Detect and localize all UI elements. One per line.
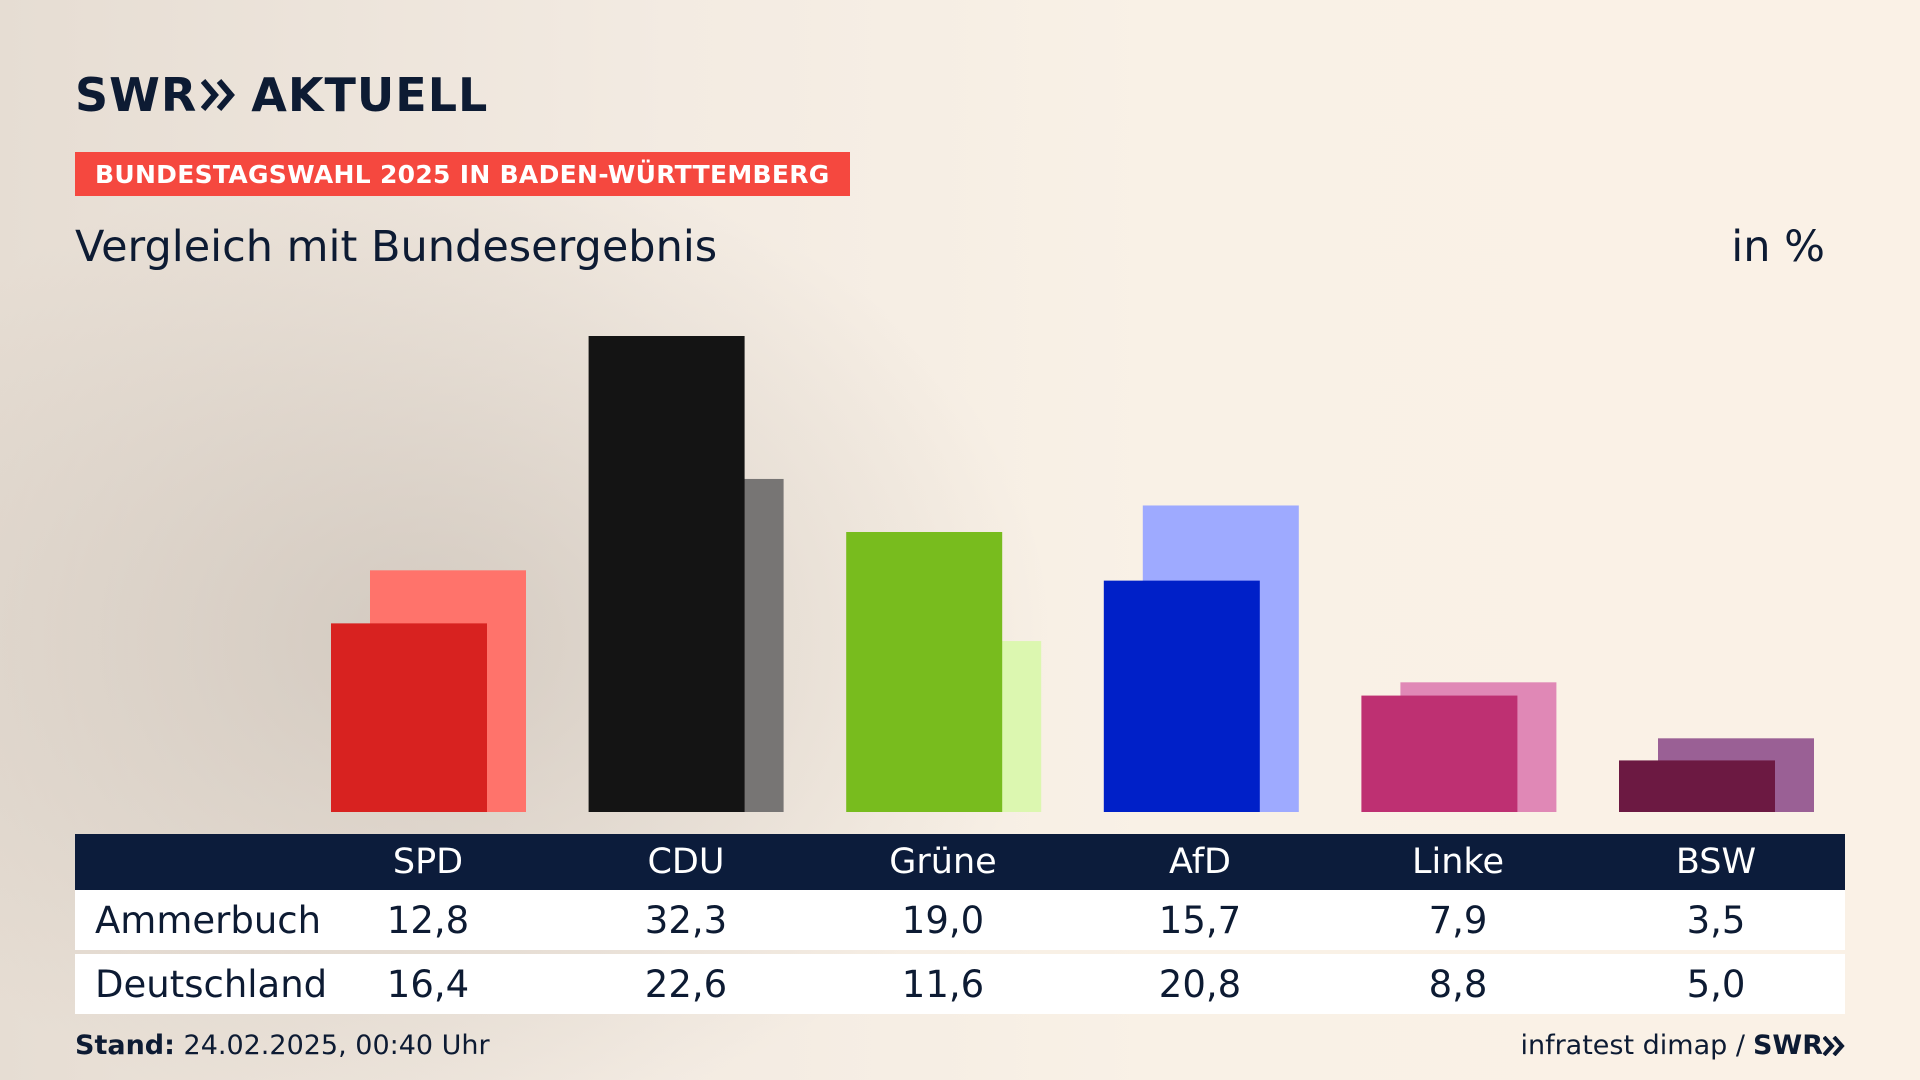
table-cell: 3,5 — [1686, 898, 1746, 942]
table-cell: 16,4 — [386, 962, 470, 1006]
bar-ammerbuch-cdu — [588, 336, 745, 812]
table-cell: 22,6 — [644, 962, 728, 1006]
stand-label: Stand: — [75, 1030, 175, 1061]
source-credit: infratest dimap / SWR — [1520, 1030, 1845, 1061]
bar-ammerbuch-spd — [331, 623, 487, 812]
bar-ammerbuch-linke — [1361, 695, 1518, 812]
table-row-deutschland: Deutschland 16,4 22,6 11,6 20,8 8,8 5,0 — [75, 954, 1845, 1014]
bar-ammerbuch-grne — [846, 532, 1003, 812]
row-label: Ammerbuch — [95, 898, 322, 942]
table-cell: 11,6 — [901, 962, 985, 1006]
stand-value: 24.02.2025, 00:40 Uhr — [183, 1030, 490, 1061]
chart-title: Vergleich mit Bundesergebnis — [75, 222, 718, 272]
table-cell: 5,0 — [1686, 962, 1746, 1006]
table-cell: 20,8 — [1158, 962, 1242, 1006]
double-chevron-icon — [1823, 1035, 1845, 1056]
results-table: SPD CDU Grüne AfD Linke BSW Ammerbuch 12,8 32,… — [75, 834, 1845, 1014]
column-header-linke: Linke — [1412, 842, 1504, 882]
unit-label: in % — [1731, 222, 1825, 272]
swr-footer-logo: SWR — [1753, 1030, 1845, 1061]
source-text: infratest dimap / — [1520, 1030, 1745, 1061]
table-cell: 32,3 — [644, 898, 728, 942]
swr-aktuell-logo: SWR AKTUELL — [75, 68, 488, 122]
column-header-afd: AfD — [1169, 842, 1231, 882]
table-cell: 15,7 — [1158, 898, 1242, 942]
column-header-spd: SPD — [392, 842, 464, 882]
column-header-bsw: BSW — [1675, 842, 1757, 882]
table-row-ammerbuch: Ammerbuch 12,8 32,3 19,0 15,7 7,9 3,5 — [75, 890, 1845, 950]
logo-aktuell-text: AKTUELL — [251, 68, 489, 122]
double-chevron-icon — [201, 79, 237, 111]
table-cell: 19,0 — [901, 898, 985, 942]
table-cell: 7,9 — [1428, 898, 1488, 942]
election-badge: BUNDESTAGSWAHL 2025 IN BADEN-WÜRTTEMBERG — [75, 152, 850, 196]
table-header: SPD CDU Grüne AfD Linke BSW — [75, 834, 1845, 890]
column-header-cdu: CDU — [647, 842, 725, 882]
bar-ammerbuch-afd — [1103, 580, 1260, 812]
column-header-grne: Grüne — [889, 842, 997, 882]
logo-swr-text: SWR — [75, 68, 198, 122]
row-label: Deutschland — [95, 962, 328, 1006]
table-cell: 8,8 — [1428, 962, 1488, 1006]
swr-footer-text: SWR — [1752, 1030, 1823, 1061]
bar-ammerbuch-bsw — [1619, 760, 1775, 812]
table-cell: 12,8 — [386, 898, 470, 942]
timestamp: Stand: 24.02.2025, 00:40 Uhr — [75, 1030, 490, 1061]
